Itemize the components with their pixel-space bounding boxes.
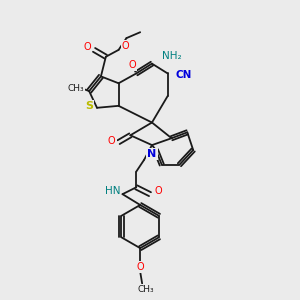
Text: O: O bbox=[128, 60, 136, 70]
Text: CH₃: CH₃ bbox=[138, 285, 154, 294]
Text: O: O bbox=[122, 41, 129, 51]
Text: O: O bbox=[154, 186, 162, 196]
Text: N: N bbox=[147, 149, 157, 159]
Text: NH₂: NH₂ bbox=[162, 51, 182, 61]
Text: CN: CN bbox=[175, 70, 192, 80]
Text: S: S bbox=[85, 101, 93, 111]
Text: CH₃: CH₃ bbox=[67, 84, 84, 93]
Text: HN: HN bbox=[105, 186, 121, 196]
Text: O: O bbox=[83, 42, 91, 52]
Text: O: O bbox=[136, 262, 144, 272]
Text: O: O bbox=[108, 136, 116, 146]
